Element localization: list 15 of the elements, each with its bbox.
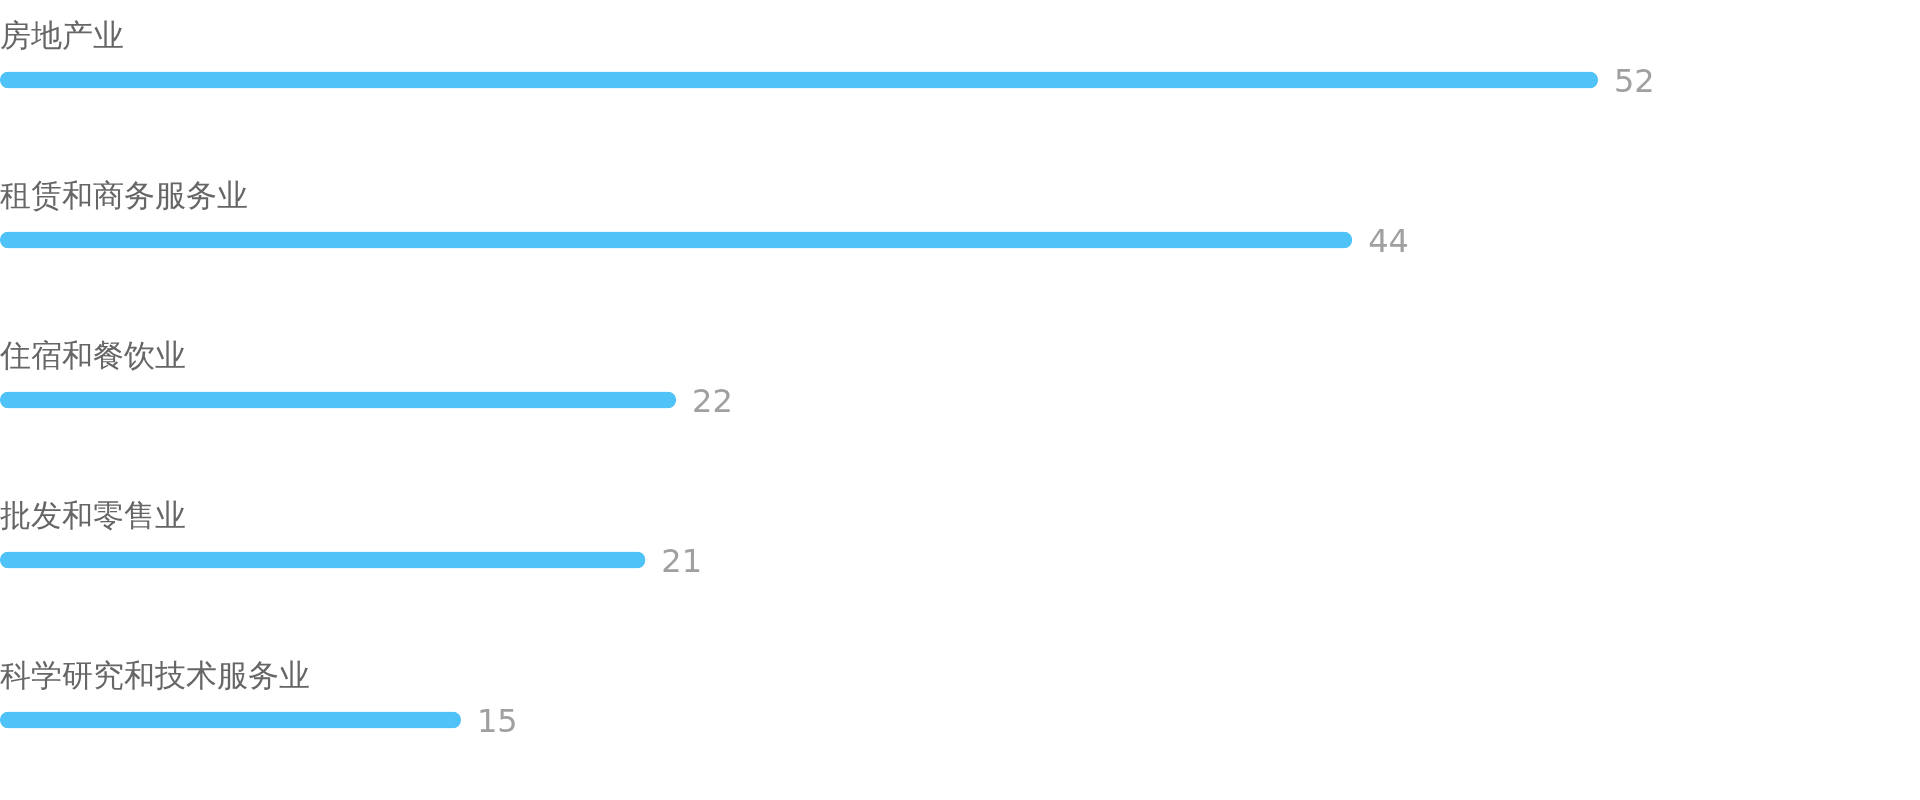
bar [0, 711, 461, 729]
y-tick-label: 批发和零售业 [0, 497, 186, 533]
bar [0, 71, 1598, 89]
bar [0, 551, 646, 569]
y-tick-label: 科学研究和技术服务业 [0, 657, 310, 693]
y-tick-label: 租赁和商务服务业 [0, 177, 248, 213]
data-label: 44 [1368, 222, 1409, 260]
data-label: 15 [476, 702, 518, 740]
bar [0, 391, 677, 409]
y-tick-label: 住宿和餐饮业 [0, 337, 186, 373]
y-tick-label: 房地产业 [0, 17, 124, 53]
data-label: 22 [692, 382, 733, 420]
data-label: 21 [661, 542, 703, 580]
bar [0, 231, 1353, 249]
data-label: 52 [1614, 62, 1655, 100]
